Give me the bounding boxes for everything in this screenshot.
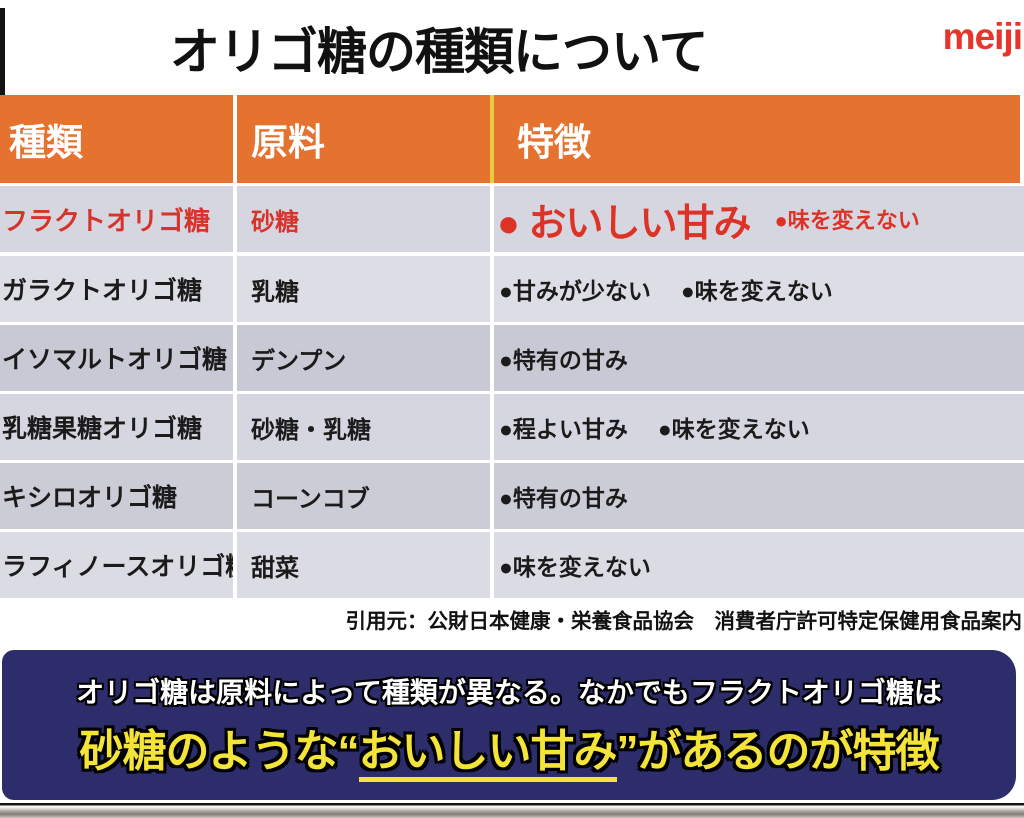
type-label: 乳糖果糖オリゴ糖 [2, 415, 203, 443]
cell-source: 甜菜 [237, 532, 490, 598]
banner-line2-underlined: おいしい甘み [358, 727, 618, 782]
type-label: イソマルトオリゴ糖 [2, 346, 228, 374]
header-cell-type: 種類 [0, 95, 233, 183]
feature-sub: ●味を変えない [680, 278, 833, 304]
source-label: コーンコブ [251, 485, 370, 513]
metallic-footer-strip [0, 803, 1024, 818]
cell-features: ●甘みが少ない ●味を変えない [494, 256, 1024, 322]
feature-main: ●甘みが少ない [499, 278, 651, 304]
cell-features: ● おいしい甘み ●味を変えない [494, 186, 1024, 252]
table-row: ラフィノースオリゴ糖 甜菜 ●味を変えない [0, 532, 1024, 598]
type-label: ガラクトオリゴ糖 [2, 277, 203, 305]
table-header-row: 種類 原料 特徴 [0, 95, 1024, 183]
feature-sub: ●味を変えない [774, 208, 920, 233]
source-label: 乳糖 [251, 278, 299, 306]
feature-main: ●特有の甘み [499, 485, 628, 511]
header-label-source: 原料 [251, 122, 325, 163]
cell-type: ラフィノースオリゴ糖 [0, 532, 233, 598]
cell-source: 乳糖 [237, 256, 490, 322]
feature-sub: ●味を変えない [657, 416, 810, 442]
type-label: キシロオリゴ糖 [2, 484, 178, 512]
cell-source: 砂糖 [237, 186, 490, 252]
header-cell-features: 特徴 [490, 95, 1020, 183]
table-row: キシロオリゴ糖 コーンコブ ●特有の甘み [0, 463, 1024, 529]
feature-main: ●特有の甘み [499, 347, 628, 373]
banner-line2: 砂糖のような“おいしい甘み”があるのが特徴 [79, 715, 940, 782]
feature-main: ●程よい甘み [499, 416, 628, 442]
header-label-features: 特徴 [517, 122, 591, 163]
summary-banner: オリゴ糖は原料によって種類が異なる。なかでもフラクトオリゴ糖は 砂糖のような“お… [2, 650, 1016, 800]
cell-source: コーンコブ [237, 463, 490, 529]
cell-type: ガラクトオリゴ糖 [0, 256, 233, 322]
cell-type: フラクトオリゴ糖 [0, 186, 233, 252]
table-row: 乳糖果糖オリゴ糖 砂糖・乳糖 ●程よい甘み ●味を変えない [0, 394, 1024, 460]
citation-text: 引用元：公財日本健康・栄養食品協会 消費者庁許可特定保健用食品案内 [345, 610, 1023, 633]
source-label: デンプン [251, 347, 347, 375]
page-title: オリゴ糖の種類について [170, 24, 709, 80]
banner-line2-post: ”があるのが特徴 [616, 727, 940, 776]
table-row: イソマルトオリゴ糖 デンプン ●特有の甘み [0, 325, 1024, 391]
type-label: フラクトオリゴ糖 [2, 205, 211, 236]
cell-features: ●特有の甘み [494, 463, 1024, 529]
cell-features: ●程よい甘み ●味を変えない [494, 394, 1024, 460]
banner-line1: オリゴ糖は原料によって種類が異なる。なかでもフラクトオリゴ糖は [76, 677, 942, 708]
cell-type: キシロオリゴ糖 [0, 463, 233, 529]
source-label: 甜菜 [251, 554, 299, 582]
table-row: ガラクトオリゴ糖 乳糖 ●甘みが少ない ●味を変えない [0, 256, 1024, 322]
cell-features: ●特有の甘み [494, 325, 1024, 391]
cell-source: デンプン [237, 325, 490, 391]
cell-features: ●味を変えない [494, 532, 1024, 598]
type-label: ラフィノースオリゴ糖 [2, 553, 233, 581]
header-label-type: 種類 [9, 122, 83, 163]
left-edge-strip [0, 8, 5, 95]
table-row: フラクトオリゴ糖 砂糖 ● おいしい甘み ●味を変えない [0, 186, 1024, 252]
header-cell-source: 原料 [237, 95, 490, 183]
source-label: 砂糖・乳糖 [251, 416, 371, 444]
banner-line2-pre: 砂糖のような“ [79, 727, 360, 776]
meiji-logo: meiji [942, 16, 1023, 57]
source-label: 砂糖 [251, 208, 299, 236]
feature-main: ● おいしい甘み [497, 202, 752, 245]
cell-source: 砂糖・乳糖 [237, 394, 490, 460]
cell-type: 乳糖果糖オリゴ糖 [0, 394, 233, 460]
feature-main: ●味を変えない [499, 554, 651, 580]
cell-type: イソマルトオリゴ糖 [0, 325, 233, 391]
